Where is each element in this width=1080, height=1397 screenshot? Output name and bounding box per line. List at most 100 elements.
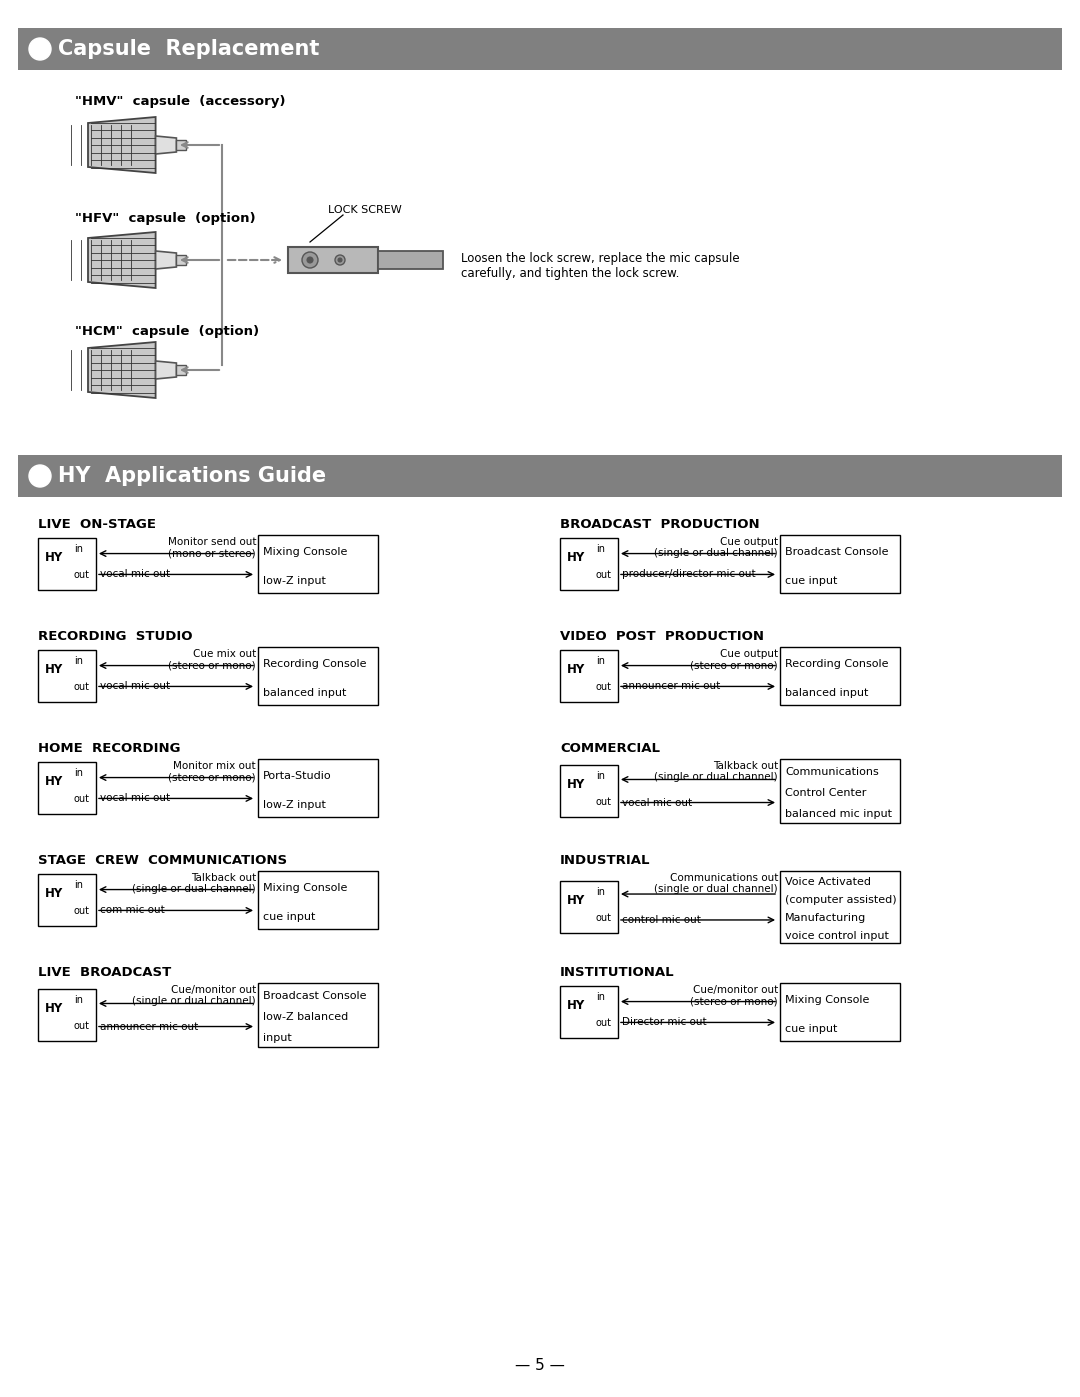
- Text: Cue output: Cue output: [720, 650, 778, 659]
- Text: Control Center: Control Center: [785, 788, 866, 798]
- Bar: [258, 535, 378, 592]
- Text: INSTITUTIONAL: INSTITUTIONAL: [561, 965, 675, 979]
- Bar: [378, 251, 443, 270]
- Text: (single or dual channel): (single or dual channel): [133, 996, 256, 1006]
- Text: LIVE  BROADCAST: LIVE BROADCAST: [38, 965, 172, 979]
- Text: LIVE  ON-STAGE: LIVE ON-STAGE: [38, 518, 156, 531]
- Text: cue input: cue input: [264, 912, 315, 922]
- Polygon shape: [87, 342, 156, 398]
- Text: HY: HY: [567, 778, 585, 791]
- Bar: [561, 766, 618, 817]
- Bar: [176, 365, 187, 374]
- Text: out: out: [73, 570, 90, 580]
- Text: in: in: [596, 657, 605, 666]
- Polygon shape: [156, 136, 176, 154]
- Text: in: in: [73, 996, 83, 1006]
- Bar: [561, 882, 618, 933]
- Text: (single or dual channel): (single or dual channel): [654, 548, 778, 557]
- Text: Talkback out: Talkback out: [713, 761, 778, 771]
- Text: HY: HY: [567, 894, 585, 907]
- Text: (single or dual channel): (single or dual channel): [654, 884, 778, 894]
- Polygon shape: [156, 360, 176, 379]
- Text: Communications out: Communications out: [670, 873, 778, 883]
- Text: balanced mic input: balanced mic input: [785, 809, 892, 820]
- Polygon shape: [87, 232, 156, 288]
- Bar: [258, 759, 378, 817]
- Text: low-Z input: low-Z input: [264, 577, 326, 587]
- Circle shape: [302, 251, 318, 268]
- Text: out: out: [73, 907, 90, 916]
- Bar: [780, 983, 900, 1041]
- Circle shape: [335, 256, 345, 265]
- Text: in: in: [73, 545, 83, 555]
- Text: (computer assisted): (computer assisted): [785, 895, 896, 905]
- Text: out: out: [596, 798, 612, 807]
- Text: out: out: [596, 570, 612, 580]
- Text: Director mic out: Director mic out: [622, 1017, 706, 1027]
- Text: in: in: [73, 880, 83, 890]
- Text: voice control input: voice control input: [785, 930, 889, 940]
- Polygon shape: [156, 251, 176, 270]
- Text: (mono or stereo): (mono or stereo): [168, 548, 256, 557]
- Text: com mic out: com mic out: [100, 905, 165, 915]
- Bar: [38, 761, 96, 814]
- Text: "HMV"  capsule  (accessory): "HMV" capsule (accessory): [75, 95, 285, 108]
- Circle shape: [338, 258, 342, 263]
- Text: HY: HY: [45, 775, 64, 788]
- Bar: [258, 647, 378, 705]
- Text: in: in: [596, 545, 605, 555]
- Text: announcer mic out: announcer mic out: [622, 682, 720, 692]
- Text: INDUSTRIAL: INDUSTRIAL: [561, 854, 650, 868]
- Text: in: in: [73, 657, 83, 666]
- Text: in: in: [73, 768, 83, 778]
- Text: out: out: [596, 914, 612, 923]
- Bar: [38, 538, 96, 590]
- Bar: [561, 538, 618, 590]
- Text: control mic out: control mic out: [622, 915, 701, 925]
- Text: in: in: [596, 771, 605, 781]
- Text: out: out: [596, 1018, 612, 1028]
- Bar: [288, 247, 378, 272]
- Text: VIDEO  POST  PRODUCTION: VIDEO POST PRODUCTION: [561, 630, 764, 643]
- Text: in: in: [596, 992, 605, 1003]
- Text: Broadcast Console: Broadcast Console: [785, 548, 889, 557]
- Text: announcer mic out: announcer mic out: [100, 1021, 199, 1031]
- Text: (stereo or mono): (stereo or mono): [690, 659, 778, 671]
- Text: Cue/monitor out: Cue/monitor out: [692, 985, 778, 995]
- Text: — 5 —: — 5 —: [515, 1358, 565, 1372]
- Bar: [561, 650, 618, 703]
- Text: Loosen the lock screw, replace the mic capsule: Loosen the lock screw, replace the mic c…: [461, 251, 740, 265]
- Circle shape: [307, 257, 313, 263]
- Text: Recording Console: Recording Console: [264, 659, 366, 669]
- Bar: [780, 647, 900, 705]
- Text: Cue mix out: Cue mix out: [192, 650, 256, 659]
- Bar: [38, 875, 96, 926]
- Polygon shape: [87, 117, 156, 173]
- Text: low-Z balanced: low-Z balanced: [264, 1013, 348, 1023]
- Text: cue input: cue input: [785, 577, 837, 587]
- Text: cue input: cue input: [785, 1024, 837, 1034]
- Bar: [176, 256, 187, 265]
- Text: HY: HY: [45, 1002, 64, 1016]
- Text: HY: HY: [567, 664, 585, 676]
- Bar: [38, 989, 96, 1041]
- Text: "HCM"  capsule  (option): "HCM" capsule (option): [75, 326, 259, 338]
- Text: vocal mic out: vocal mic out: [622, 798, 692, 807]
- Text: (stereo or mono): (stereo or mono): [168, 659, 256, 671]
- Text: HY  Applications Guide: HY Applications Guide: [58, 467, 326, 486]
- Text: Mixing Console: Mixing Console: [264, 548, 348, 557]
- Text: Mixing Console: Mixing Console: [264, 883, 348, 894]
- Bar: [18, 28, 1062, 70]
- Text: balanced input: balanced input: [264, 689, 347, 698]
- Text: carefully, and tighten the lock screw.: carefully, and tighten the lock screw.: [461, 267, 679, 279]
- Text: Porta-Studio: Porta-Studio: [264, 771, 332, 781]
- Text: Broadcast Console: Broadcast Console: [264, 990, 366, 1000]
- Text: Cue output: Cue output: [720, 536, 778, 548]
- Text: Recording Console: Recording Console: [785, 659, 889, 669]
- Text: out: out: [73, 683, 90, 693]
- Text: HY: HY: [567, 552, 585, 564]
- Text: vocal mic out: vocal mic out: [100, 793, 171, 803]
- Text: HY: HY: [45, 664, 64, 676]
- Text: HY: HY: [567, 999, 585, 1013]
- Text: (stereo or mono): (stereo or mono): [168, 773, 256, 782]
